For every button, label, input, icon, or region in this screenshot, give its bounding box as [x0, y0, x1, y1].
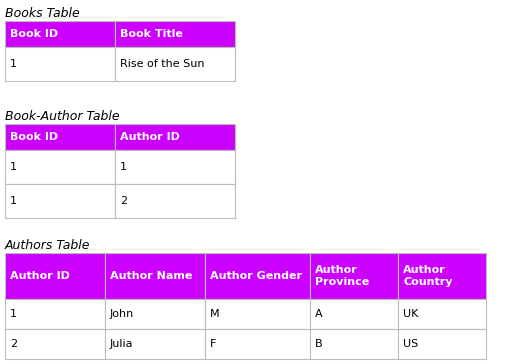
- Text: Book ID: Book ID: [10, 29, 58, 39]
- Text: Author Gender: Author Gender: [210, 271, 302, 281]
- Bar: [115, 184, 235, 218]
- Bar: [5, 253, 105, 299]
- Text: Book Title: Book Title: [120, 29, 183, 39]
- Text: 1: 1: [10, 196, 17, 206]
- Text: Author ID: Author ID: [10, 271, 70, 281]
- Bar: [5, 184, 115, 218]
- Bar: [205, 253, 310, 299]
- Text: Book-Author Table: Book-Author Table: [5, 110, 120, 123]
- Bar: [115, 21, 235, 47]
- Bar: [205, 329, 310, 359]
- Text: Books Table: Books Table: [5, 7, 80, 20]
- Bar: [115, 150, 235, 184]
- Text: M: M: [210, 309, 220, 319]
- Text: Author Name: Author Name: [110, 271, 192, 281]
- Bar: [5, 329, 105, 359]
- Bar: [5, 124, 115, 150]
- Text: F: F: [210, 339, 216, 349]
- Bar: [5, 47, 115, 81]
- Text: Julia: Julia: [110, 339, 133, 349]
- Bar: [398, 253, 486, 299]
- Bar: [5, 299, 105, 329]
- Text: Author ID: Author ID: [120, 132, 180, 142]
- Text: US: US: [403, 339, 418, 349]
- Text: Rise of the Sun: Rise of the Sun: [120, 59, 204, 69]
- Text: 2: 2: [120, 196, 127, 206]
- Bar: [5, 150, 115, 184]
- Text: Author
Province: Author Province: [315, 265, 369, 287]
- Text: 1: 1: [10, 59, 17, 69]
- Text: Author
Country: Author Country: [403, 265, 453, 287]
- Bar: [398, 329, 486, 359]
- Text: 2: 2: [10, 339, 17, 349]
- Bar: [115, 124, 235, 150]
- Bar: [398, 299, 486, 329]
- Bar: [310, 329, 398, 359]
- Bar: [205, 299, 310, 329]
- Text: A: A: [315, 309, 322, 319]
- Text: 1: 1: [10, 309, 17, 319]
- Bar: [105, 329, 205, 359]
- Bar: [115, 47, 235, 81]
- Text: B: B: [315, 339, 322, 349]
- Bar: [310, 299, 398, 329]
- Text: 1: 1: [10, 162, 17, 172]
- Text: 1: 1: [120, 162, 127, 172]
- Bar: [5, 21, 115, 47]
- Bar: [105, 253, 205, 299]
- Text: John: John: [110, 309, 134, 319]
- Text: Authors Table: Authors Table: [5, 239, 91, 252]
- Text: UK: UK: [403, 309, 418, 319]
- Text: Book ID: Book ID: [10, 132, 58, 142]
- Bar: [310, 253, 398, 299]
- Bar: [105, 299, 205, 329]
